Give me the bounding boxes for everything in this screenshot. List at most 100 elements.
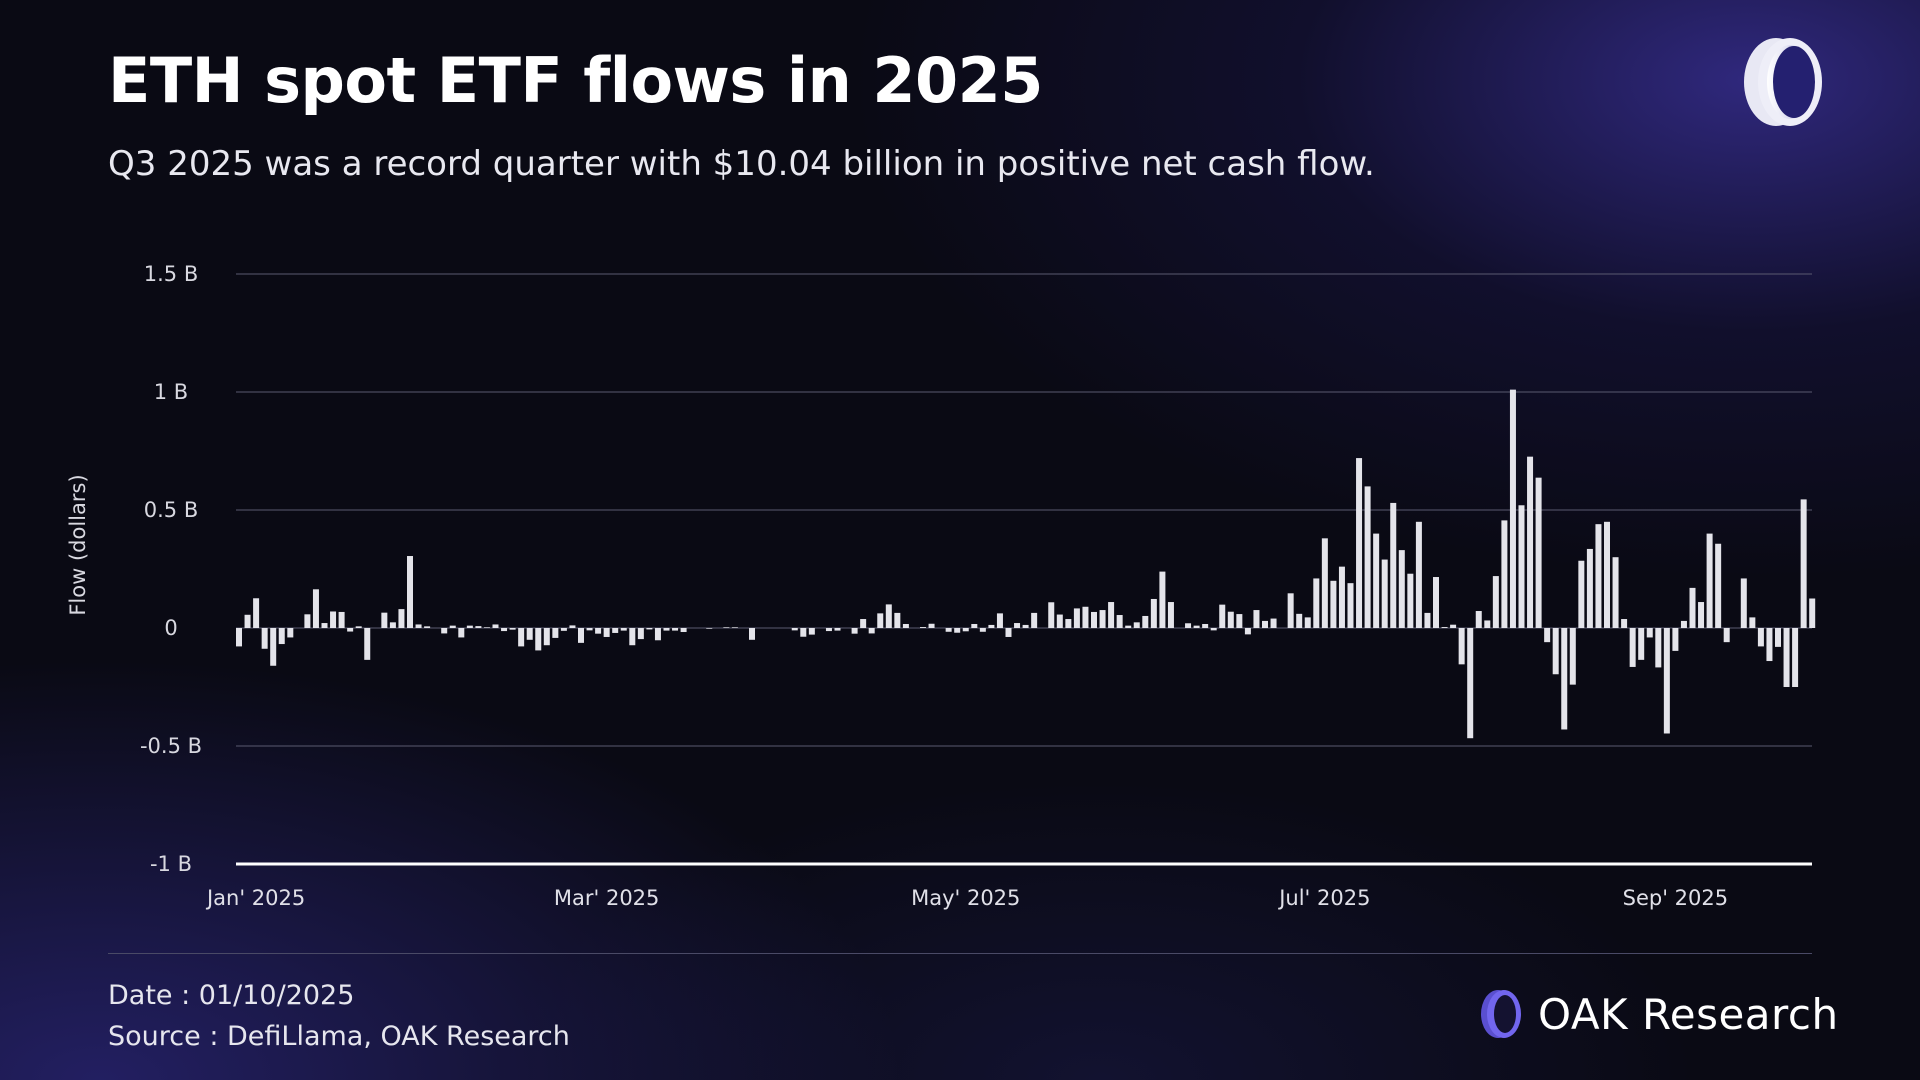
bar [971, 623, 978, 628]
bar [868, 628, 875, 634]
bar [1475, 611, 1482, 628]
bar [808, 628, 815, 635]
bar [364, 628, 371, 660]
bar [1381, 559, 1388, 628]
bar [1202, 623, 1209, 628]
bar [1193, 625, 1200, 628]
bar [236, 628, 242, 647]
bar [877, 613, 884, 628]
bar [902, 623, 909, 628]
y-tick-label: -1 B [150, 852, 192, 876]
bar [1586, 548, 1593, 628]
bar [1262, 620, 1268, 628]
x-tick-label: Sep' 2025 [1623, 886, 1728, 910]
bar [1800, 499, 1807, 628]
bar [1296, 613, 1303, 628]
bar [321, 623, 328, 628]
bar [270, 628, 277, 666]
bar [560, 628, 567, 631]
brand-name-research: Research [1641, 989, 1839, 1039]
bar [330, 611, 337, 628]
bar [996, 613, 1003, 628]
bar [851, 628, 858, 634]
bar [1775, 628, 1781, 647]
bar [1082, 606, 1089, 628]
y-tick-label: 0.5 B [144, 498, 198, 522]
bar [287, 628, 294, 638]
x-tick-label: Mar' 2025 [554, 886, 660, 910]
page-title: ETH spot ETF flows in 2025 [108, 44, 1043, 117]
bar [1535, 477, 1542, 628]
bar [1304, 617, 1311, 628]
bar [1347, 583, 1354, 628]
bar [1458, 628, 1465, 665]
bar [449, 625, 456, 628]
brand-name-oak: OAK [1538, 989, 1629, 1039]
bar [1783, 628, 1790, 687]
bar [389, 622, 396, 628]
bar [1022, 624, 1029, 628]
bar [945, 628, 952, 632]
bar [578, 628, 584, 643]
bar [962, 628, 969, 632]
bar [1415, 521, 1422, 628]
bar [1604, 521, 1610, 628]
bar [1073, 608, 1080, 628]
bar [518, 628, 525, 647]
footer-source: Source : DefiLlama, OAK Research [108, 1021, 570, 1052]
bar [800, 628, 807, 637]
bar [1672, 628, 1679, 651]
bar [278, 628, 285, 645]
bar [381, 612, 388, 628]
bar [1356, 458, 1363, 628]
bar [543, 628, 550, 646]
bar [928, 623, 935, 628]
bar [1313, 578, 1320, 628]
bar [1321, 538, 1328, 628]
bar [1236, 614, 1243, 628]
bar [723, 627, 730, 628]
bar [261, 628, 268, 649]
bar [1424, 612, 1431, 628]
bar [1099, 610, 1106, 628]
x-tick-label: Jul' 2025 [1277, 886, 1370, 910]
bar [1646, 628, 1653, 638]
bar [355, 626, 362, 628]
bar [920, 627, 926, 628]
bar [1680, 620, 1687, 628]
bar [1552, 628, 1559, 675]
bar [1561, 628, 1568, 730]
bar [569, 625, 576, 628]
bar [1227, 611, 1234, 628]
bar [979, 628, 986, 632]
bar [1509, 389, 1516, 628]
bar [1270, 618, 1277, 628]
bar [424, 626, 431, 628]
bar [1407, 573, 1414, 628]
bar [552, 628, 559, 638]
y-tick-label: -0.5 B [140, 734, 202, 758]
bar [1159, 571, 1166, 628]
bar [749, 628, 755, 640]
bar [1287, 593, 1294, 628]
bar [637, 628, 644, 640]
bar [1629, 628, 1636, 667]
oak-ring-logo-icon [1744, 38, 1822, 126]
bar [1749, 617, 1756, 628]
bar [1544, 628, 1551, 643]
bar [586, 628, 593, 631]
footer-date: Date : 01/10/2025 [108, 980, 355, 1011]
bar [885, 604, 892, 628]
bar [458, 628, 465, 638]
oak-ring-logo-icon [1481, 990, 1521, 1038]
bar [1467, 628, 1474, 739]
bar [1219, 604, 1226, 628]
bar [1621, 619, 1628, 628]
bar [1150, 598, 1157, 628]
bar [1364, 486, 1371, 628]
bar [1373, 533, 1380, 628]
bar [1663, 628, 1670, 734]
brand-name: OAK Research [1538, 990, 1839, 1039]
bar [1338, 566, 1345, 628]
bar [535, 628, 542, 651]
